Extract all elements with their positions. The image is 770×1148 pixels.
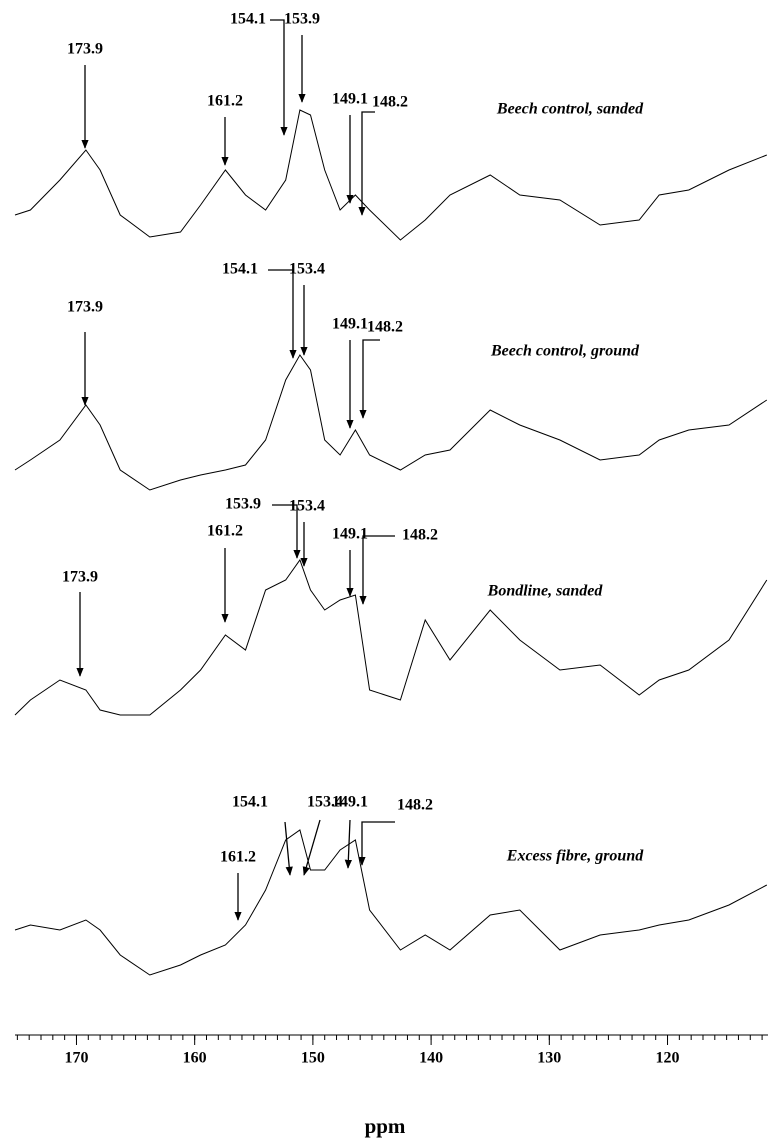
x-tick-label: 120 <box>656 1050 680 1067</box>
x-tick-label: 170 <box>64 1050 88 1067</box>
peak-arrow <box>344 819 352 869</box>
peak-label: 153.4 <box>289 498 325 515</box>
peak-arrow <box>358 111 375 216</box>
peak-arrow <box>359 339 380 419</box>
spectrum-line <box>14 558 768 716</box>
peak-arrow <box>358 821 395 866</box>
peak-label: 149.1 <box>332 316 368 333</box>
peak-label: 173.9 <box>67 299 103 316</box>
spectrum-line <box>14 829 768 976</box>
series-label: Bondline, sanded <box>487 583 604 600</box>
peak-label: 154.1 <box>222 261 258 278</box>
peak-arrow <box>359 535 395 605</box>
peak-label: 154.1 <box>232 794 268 811</box>
peak-arrow <box>302 819 321 876</box>
series-label: Excess fibre, ground <box>506 848 644 865</box>
x-tick-label: 130 <box>537 1050 561 1067</box>
spectrum-line <box>14 109 767 241</box>
peak-label: 149.1 <box>332 526 368 543</box>
series-label: Beech control, sanded <box>496 101 644 118</box>
peak-label: 154.1 <box>230 11 266 28</box>
x-tick-label: 150 <box>301 1050 325 1067</box>
peak-label: 153.9 <box>284 11 320 28</box>
peak-label: 161.2 <box>207 93 243 110</box>
peak-label: 161.2 <box>220 849 256 866</box>
x-tick-label: 160 <box>183 1050 207 1067</box>
peak-label: 148.2 <box>367 319 403 336</box>
peak-label: 173.9 <box>62 569 98 586</box>
peak-label: 173.9 <box>67 41 103 58</box>
peak-label: 153.9 <box>225 496 261 513</box>
peak-arrow <box>270 19 288 136</box>
x-axis-label: ppm <box>365 1114 406 1138</box>
peak-label: 149.1 <box>332 794 368 811</box>
peak-label: 153.4 <box>289 261 325 278</box>
peak-label: 148.2 <box>372 94 408 111</box>
peak-label: 148.2 <box>402 527 438 544</box>
peak-label: 148.2 <box>397 797 433 814</box>
spectrum-line <box>14 354 768 491</box>
series-label: Beech control, ground <box>490 343 640 360</box>
peak-arrow <box>284 821 293 876</box>
peak-label: 149.1 <box>332 91 368 108</box>
peak-arrow <box>272 504 301 559</box>
peak-label: 153.4 <box>307 794 343 811</box>
peak-label: 161.2 <box>207 523 243 540</box>
peak-arrow <box>268 269 297 359</box>
x-tick-label: 140 <box>419 1050 443 1067</box>
